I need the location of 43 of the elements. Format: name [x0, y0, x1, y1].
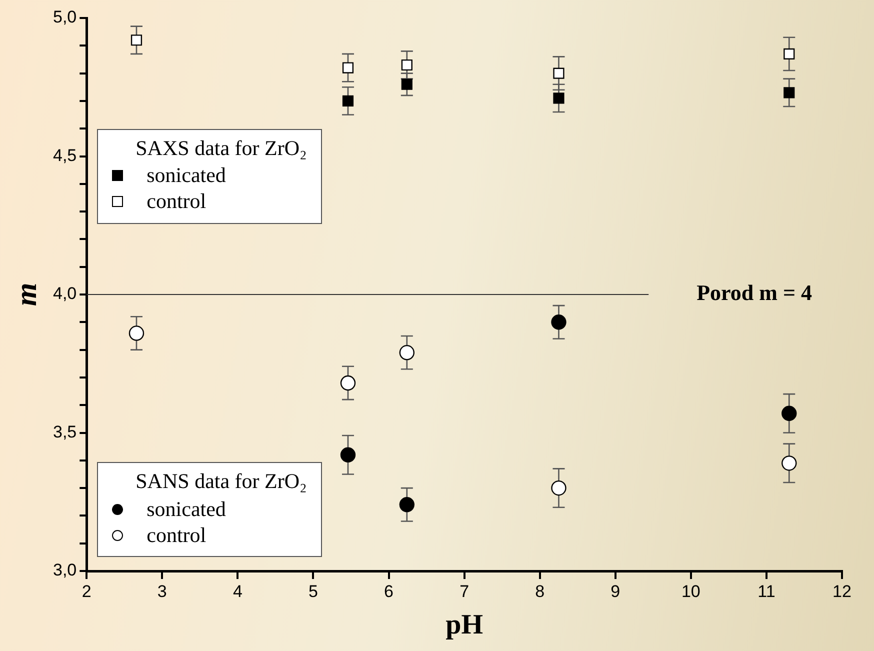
legend-label: control [146, 522, 208, 548]
y-axis-title: m [10, 282, 43, 306]
x-tick-label: 9 [610, 582, 620, 601]
x-tick-label: 5 [308, 582, 318, 601]
point [401, 78, 412, 90]
x-tick-label: 6 [384, 582, 394, 601]
x-axis-title: pH [446, 609, 484, 640]
x-tick-label: 10 [681, 582, 700, 601]
legend-label: sonicated [146, 496, 227, 522]
x-tick-label: 8 [535, 582, 545, 601]
point [551, 314, 566, 330]
y-tick-label: 3,5 [52, 422, 77, 442]
y-tick-label: 3,0 [52, 560, 77, 580]
legend-label: sonicated [146, 162, 227, 189]
point [130, 34, 142, 46]
x-tick-label: 3 [157, 582, 167, 601]
ref-line-label: Porod m = 4 [696, 280, 812, 306]
point [782, 456, 797, 471]
point [784, 48, 795, 60]
x-tick-label: 4 [232, 582, 242, 601]
point [784, 87, 795, 98]
text: SANS data for ZrO₂ [136, 469, 307, 493]
point [340, 447, 356, 462]
y-tick-label: 5,0 [52, 8, 77, 27]
point [401, 59, 412, 71]
point [551, 480, 566, 496]
x-tick-label: 2 [82, 582, 92, 601]
point [553, 92, 564, 104]
y-tick-label: 4,0 [52, 284, 77, 304]
point [128, 326, 144, 341]
point [342, 62, 354, 74]
text: SAXS data for ZrO₂ [136, 136, 307, 160]
legend-label: control [146, 188, 208, 215]
point [553, 68, 564, 79]
y-tick-label: 4,5 [52, 146, 77, 165]
point [399, 497, 415, 512]
point [782, 406, 797, 421]
x-tick-label: 11 [758, 582, 776, 601]
point [340, 375, 356, 391]
x-tick-label: 7 [460, 582, 470, 601]
point [342, 95, 354, 106]
x-tick-label: 12 [832, 582, 852, 601]
point [399, 344, 415, 360]
